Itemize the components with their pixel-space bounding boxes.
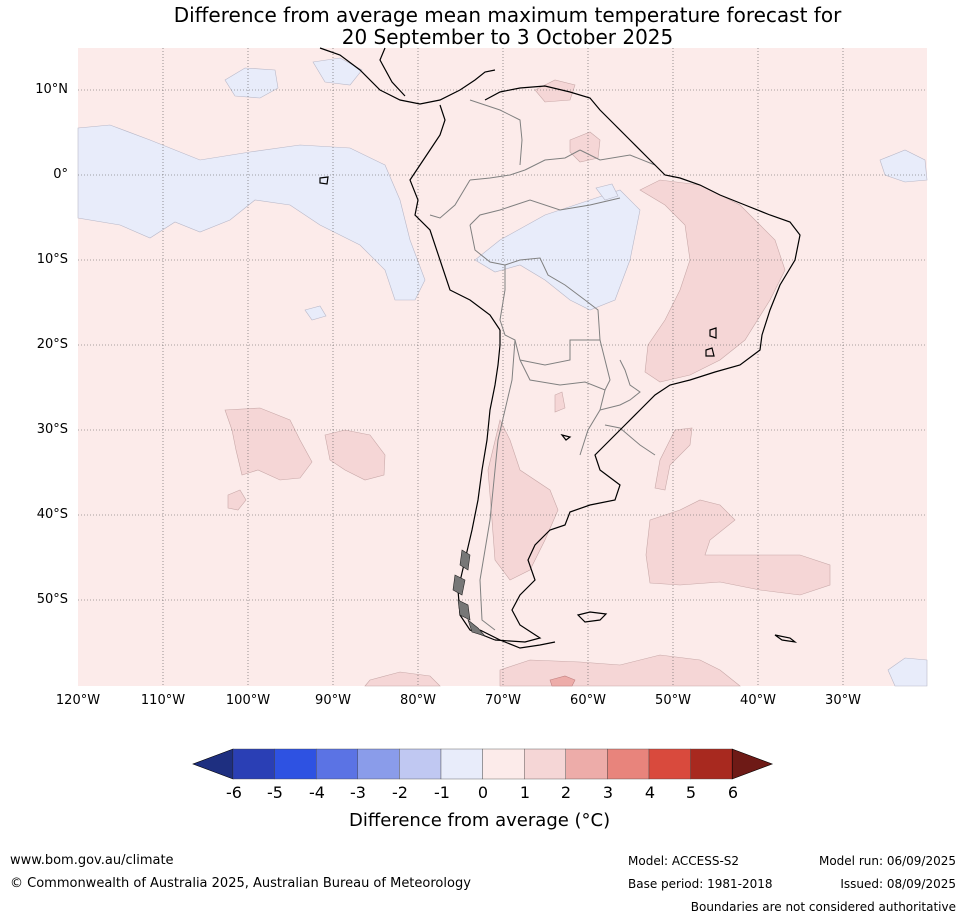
model-text: Model: ACCESS-S2	[628, 854, 740, 868]
chile-archipelago	[452, 549, 486, 637]
title-line-1: Difference from average mean maximum tem…	[173, 3, 842, 27]
copyright-text: © Commonwealth of Australia 2025, Austra…	[10, 876, 471, 891]
model-run-text: Model run: 06/09/2025	[818, 854, 956, 868]
issued-text: Issued: 08/09/2025	[840, 877, 956, 891]
colorbar-extend-high	[731, 748, 774, 780]
colorbar-tick: -2	[392, 783, 408, 802]
colorbar-segment	[524, 748, 567, 780]
lat-label-20s: 20°S	[36, 337, 68, 352]
lon-label-110w: 110°W	[140, 693, 186, 708]
title-line-2: 20 September to 3 October 2025	[341, 25, 674, 49]
lat-label-30s: 30°S	[36, 422, 68, 437]
colorbar-tick: 4	[644, 783, 656, 802]
colorbar	[192, 748, 774, 780]
colorbar-tick: -6	[226, 783, 242, 802]
country-borders	[429, 99, 656, 631]
lat-label-0: 0°	[53, 167, 68, 182]
colorbar-tick: 0	[477, 783, 489, 802]
lat-label-50s: 50°S	[36, 592, 68, 607]
colorbar-tick: 3	[602, 783, 614, 802]
colorbar-tick: -4	[309, 783, 325, 802]
lon-label-50w: 50°W	[655, 693, 691, 708]
colorbar-segment	[232, 748, 275, 780]
colorbar-segment	[482, 748, 525, 780]
lat-label-10n: 10°N	[35, 82, 68, 97]
lon-label-60w: 60°W	[570, 693, 606, 708]
lon-label-70w: 70°W	[485, 693, 521, 708]
colorbar-segment	[607, 748, 650, 780]
colorbar-segment	[648, 748, 691, 780]
colorbar-tick: -3	[350, 783, 366, 802]
lon-label-120w: 120°W	[55, 693, 101, 708]
colorbar-tick: -5	[267, 783, 283, 802]
lat-label-10s: 10°S	[36, 252, 68, 267]
colorbar-label: Difference from average (°C)	[349, 810, 611, 831]
base-period-text: Base period: 1981-2018	[628, 877, 773, 891]
website-link[interactable]: www.bom.gov.au/climate	[10, 853, 174, 868]
coastlines	[319, 47, 801, 649]
colorbar-segment	[274, 748, 317, 780]
cool-anomaly-regions	[77, 57, 928, 687]
lon-label-100w: 100°W	[225, 693, 271, 708]
colorbar-segment	[357, 748, 400, 780]
graticule	[78, 48, 927, 686]
colorbar-segment	[399, 748, 442, 780]
lon-label-40w: 40°W	[740, 693, 776, 708]
colorbar-tick: -1	[434, 783, 450, 802]
map-title: Difference from average mean maximum tem…	[0, 4, 965, 48]
colorbar-segment	[315, 748, 358, 780]
lon-label-90w: 90°W	[315, 693, 351, 708]
warm-anomaly-regions	[224, 79, 831, 687]
colorbar-extend-low	[192, 748, 234, 780]
colorbar-segment	[440, 748, 483, 780]
colorbar-tick: 1	[519, 783, 531, 802]
colorbar-segment	[690, 748, 733, 780]
lon-label-30w: 30°W	[825, 693, 861, 708]
disclaimer-text: Boundaries are not considered authoritat…	[690, 900, 956, 914]
warm-2-3-region	[549, 675, 576, 687]
lon-label-80w: 80°W	[400, 693, 436, 708]
lat-label-40s: 40°S	[36, 507, 68, 522]
colorbar-segment	[565, 748, 608, 780]
colorbar-tick: 2	[560, 783, 572, 802]
colorbar-tick: 6	[727, 783, 739, 802]
colorbar-tick: 5	[685, 783, 697, 802]
